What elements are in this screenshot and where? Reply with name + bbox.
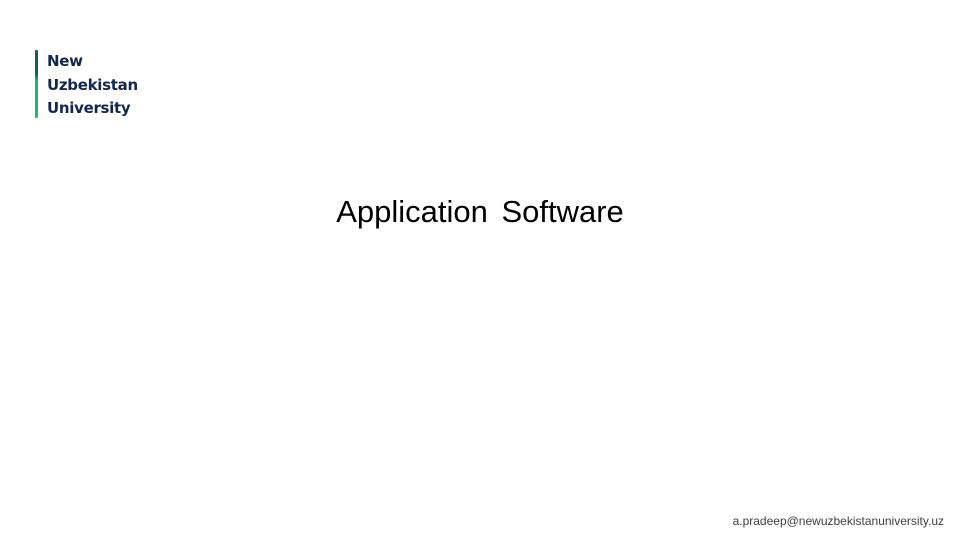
logo-wordmark: New Uzbekistan University	[47, 50, 138, 118]
logo-line-uzbekistan: Uzbekistan	[47, 75, 138, 94]
logo-line-university: University	[47, 99, 131, 117]
logo-accent-bar	[35, 50, 38, 118]
university-logo: New Uzbekistan University	[35, 50, 138, 118]
slide-title: Application Software	[336, 194, 624, 229]
footer-email: a.pradeep@newuzbekistanuniversity.uz	[732, 514, 944, 528]
logo-line-new: New	[47, 52, 83, 70]
